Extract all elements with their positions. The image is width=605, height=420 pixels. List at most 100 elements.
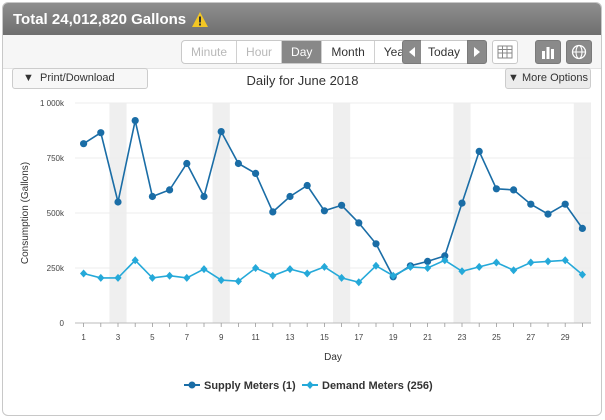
x-tick-label: 13 — [286, 333, 295, 342]
demand-point — [389, 271, 397, 280]
range-selector: Minute Hour Day Month Year — [181, 40, 418, 64]
supply-point — [475, 147, 483, 155]
bar-chart-icon — [542, 47, 554, 59]
print-download-button[interactable]: ▼ Print/Download — [12, 68, 148, 89]
grid-lines — [75, 102, 591, 324]
y-tick-label: 250k — [47, 264, 65, 273]
supply-point — [509, 186, 518, 194]
demand-point — [114, 273, 122, 282]
supply-point — [527, 200, 535, 208]
supply-point — [269, 208, 277, 216]
chart-title: Daily for June 2018 — [246, 73, 359, 88]
y-tick-label: 1 000k — [40, 99, 65, 108]
supply-point — [372, 240, 380, 248]
demand-point — [355, 278, 363, 287]
x-tick-label: 7 — [185, 333, 190, 342]
demand-point — [458, 267, 466, 276]
x-tick-label: 27 — [526, 333, 535, 342]
supply-point — [80, 140, 88, 148]
globe-view-button[interactable] — [566, 40, 592, 64]
demand-point — [166, 271, 174, 280]
demand-point — [148, 273, 156, 282]
demand-point — [80, 269, 88, 278]
demand-point — [286, 265, 294, 274]
table-view-button[interactable] — [492, 40, 518, 64]
x-axis-ticks: 1 3 5 7 9 11 13 15 17 19 21 23 25 27 29 — [81, 323, 583, 342]
legend-marker — [306, 381, 314, 389]
supply-point — [424, 257, 432, 265]
previous-button[interactable] — [402, 40, 422, 64]
demand-point — [234, 277, 242, 286]
demand-point — [183, 273, 191, 282]
supply-point — [544, 210, 552, 218]
series-lines — [80, 117, 587, 287]
x-tick-label: 1 — [81, 333, 86, 342]
demand-point — [97, 273, 105, 282]
triangle-down-icon: ▼ — [23, 72, 34, 84]
chevron-right-icon — [474, 47, 480, 57]
demand-point — [406, 262, 414, 271]
demand-point — [441, 256, 449, 265]
supply-point — [217, 128, 225, 136]
supply-point — [234, 159, 242, 168]
y-axis-ticks: 0 250k 500k 750k 1 000k — [40, 99, 65, 328]
supply-point — [578, 224, 587, 232]
chevron-left-icon — [409, 47, 415, 57]
supply-point — [114, 198, 122, 206]
y-tick-label: 0 — [60, 319, 65, 328]
legend-label: Supply Meters (1) — [204, 380, 296, 392]
supply-point — [303, 181, 311, 190]
demand-point — [252, 264, 260, 272]
supply-point — [561, 200, 569, 208]
triangle-down-icon: ▼ — [508, 72, 519, 84]
range-minute-button[interactable]: Minute — [191, 45, 228, 59]
demand-point — [338, 273, 346, 282]
demand-point — [561, 256, 569, 265]
today-button[interactable]: Today — [421, 40, 467, 64]
demand-point — [269, 271, 277, 280]
chart-view-button[interactable] — [535, 40, 561, 64]
supply-point — [131, 117, 139, 125]
demand-point — [424, 264, 432, 272]
y-tick-label: 750k — [47, 154, 65, 163]
demand-point — [578, 270, 586, 279]
demand-point — [544, 257, 552, 266]
supply-point — [441, 252, 449, 260]
range-hour-button[interactable]: Hour — [236, 41, 281, 63]
range-month-button[interactable]: Month — [321, 41, 373, 63]
demand-point — [527, 258, 535, 267]
legend: Supply Meters (1) Demand Meters (256) — [184, 380, 433, 392]
demand-point — [372, 261, 380, 270]
header-title: Total 24,012,820 Gallons — [13, 10, 187, 28]
supply-point — [252, 169, 260, 177]
supply-point — [458, 199, 466, 207]
table-icon — [497, 45, 513, 59]
toolbar: Minute Hour Day Month Year Today — [3, 35, 601, 69]
x-tick-label: 21 — [423, 333, 432, 342]
more-options-button[interactable]: ▼ More Options — [505, 68, 591, 89]
demand-point — [320, 262, 328, 271]
supply-point — [200, 192, 208, 201]
x-tick-label: 19 — [389, 333, 398, 342]
print-download-label: Print/Download — [40, 72, 115, 84]
y-axis-label: Consumption (Gallons) — [20, 162, 31, 264]
x-tick-label: 15 — [320, 333, 329, 342]
range-day-button[interactable]: Day — [281, 41, 322, 63]
warning-icon[interactable] — [192, 11, 209, 27]
demand-point — [303, 269, 311, 278]
demand-point — [217, 276, 225, 285]
supply-point — [492, 185, 500, 193]
range-year-button[interactable]: Year — [373, 41, 417, 63]
next-button[interactable] — [467, 40, 487, 64]
legend-marker — [188, 381, 196, 389]
supply-point — [320, 207, 328, 215]
supply-point — [286, 192, 294, 201]
supply-point — [166, 186, 174, 194]
supply-point — [355, 219, 363, 227]
demand-point — [131, 256, 139, 265]
x-tick-label: 5 — [150, 333, 155, 342]
x-tick-label: 23 — [458, 333, 467, 342]
x-tick-label: 17 — [354, 333, 363, 342]
supply-point — [183, 159, 191, 168]
